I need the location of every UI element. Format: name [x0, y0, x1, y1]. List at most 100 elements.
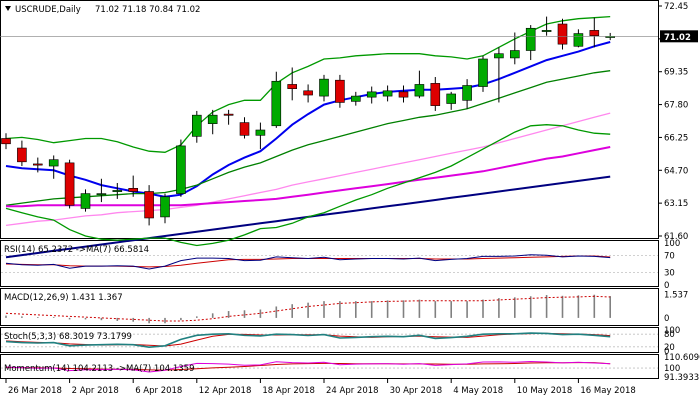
- ma-line-bb_upper: [5, 15, 611, 153]
- bear-candle: [589, 30, 600, 36]
- rsi-tick-label: 70: [664, 252, 675, 262]
- macd-tick-label: 1.537: [664, 290, 688, 300]
- date-tick-label: 4 May 2018: [453, 386, 503, 396]
- momentum-lines: [5, 360, 611, 373]
- price-tick-label: 69.35: [664, 68, 688, 78]
- rsi-line: [5, 254, 611, 270]
- bull-candle: [350, 95, 361, 102]
- bear-candle: [239, 122, 250, 136]
- grid-lines: [1, 5, 662, 369]
- ma-line-ma_magenta: [6, 146, 611, 208]
- bear-candle: [32, 163, 43, 166]
- bear-candle: [287, 84, 298, 89]
- collapse-arrow-icon[interactable]: [5, 6, 11, 11]
- stoch-tick-label: 100: [664, 326, 680, 336]
- current-price-label: 71.02: [664, 33, 691, 43]
- bull-candle: [48, 159, 59, 167]
- ma-line-bb_lower: [5, 124, 611, 247]
- bear-candle: [223, 113, 234, 116]
- bull-candle: [271, 80, 282, 127]
- macd-label: MACD(12,26,9) 1.431 1.367: [4, 293, 123, 303]
- bull-candle: [446, 93, 457, 104]
- bull-candle: [112, 190, 123, 192]
- ma-line-ma_pink: [5, 112, 611, 227]
- bull-candle: [255, 129, 266, 136]
- stoch-tick-label: 80: [664, 330, 675, 340]
- rsi-label: RSI(14) 65.2372 ->MA(7) 66.5814: [4, 245, 149, 255]
- ohlc-label: 71.02 71.18 70.84 71.02: [95, 5, 200, 15]
- price-tick-label: 72.45: [664, 2, 688, 12]
- candles: [1, 16, 616, 226]
- ma-line-ma_mid: [5, 70, 611, 206]
- bear-candle: [303, 90, 313, 96]
- bull-candle: [160, 196, 170, 218]
- rsi-lines: [5, 254, 611, 270]
- bull-candle: [207, 114, 218, 124]
- macd-tick-label: 0: [664, 314, 669, 324]
- bull-candle: [509, 50, 520, 59]
- date-tick-label: 2 Apr 2018: [72, 386, 119, 396]
- bear-candle: [64, 162, 75, 206]
- bear-candle: [144, 191, 154, 219]
- x-axis-labels: 26 Mar 2018 2 Apr 2018 6 Apr 2018 12 Apr 20…: [5, 379, 636, 396]
- bull-candle: [478, 58, 488, 87]
- bull-candle: [414, 84, 425, 97]
- bull-candle: [494, 53, 504, 59]
- bear-candle: [128, 188, 138, 192]
- stoch-panel-frame: [0, 327, 659, 353]
- price-tick-label: 67.80: [664, 101, 688, 111]
- date-tick-label: 10 May 2018: [517, 386, 572, 396]
- date-tick-label: 26 Mar 2018: [8, 386, 62, 396]
- bear-candle: [398, 91, 409, 98]
- symbol-label: USCRUDE,Daily: [15, 5, 81, 15]
- momentum-panel-frame: [0, 354, 659, 379]
- rsi-ma-line: [5, 255, 611, 268]
- momentum-tick-label: 100: [664, 364, 680, 374]
- price-tick-label: 61.60: [664, 232, 688, 242]
- date-tick-label: 16 May 2018: [580, 386, 635, 396]
- bull-candle: [525, 27, 536, 51]
- bull-candle: [382, 90, 393, 97]
- y-axis-labels: 72.4570.9069.3567.8066.2564.7063.1561.60…: [664, 2, 700, 383]
- moving-averages: [5, 15, 611, 259]
- bull-candle: [541, 30, 552, 32]
- bull-candle: [80, 193, 91, 209]
- date-tick-label: 12 Apr 2018: [199, 386, 252, 396]
- date-tick-label: 24 Apr 2018: [326, 386, 379, 396]
- momentum-line: [5, 360, 611, 373]
- bull-candle: [176, 145, 186, 194]
- bear-candle: [557, 23, 568, 45]
- stoch-lines: [5, 332, 611, 349]
- stoch-label: Stoch(5,3,3) 68.3019 73.1799: [4, 332, 132, 342]
- bear-candle: [430, 83, 441, 106]
- bull-candle: [366, 91, 377, 98]
- rsi-tick-label: 30: [664, 268, 675, 278]
- macd-panel-frame: [0, 288, 659, 326]
- price-panel-frame: [0, 0, 659, 239]
- rsi-tick-label: 100: [664, 239, 680, 249]
- current-price-box: [660, 30, 698, 43]
- bear-candle: [17, 147, 27, 163]
- macd-plot: [5, 294, 612, 324]
- bull-candle: [462, 85, 472, 101]
- bear-candle: [1, 138, 11, 145]
- ma-line-ma_fast: [5, 41, 611, 198]
- bull-candle: [319, 78, 329, 97]
- momentum-label: Momentum(14) 104.2113 ->MA(7) 104.1359: [4, 364, 194, 374]
- price-tick-label: 64.70: [664, 166, 688, 176]
- date-tick-label: 30 Apr 2018: [390, 386, 443, 396]
- stoch-tick-label: 20: [664, 343, 675, 353]
- macd-signal-line: [5, 295, 611, 322]
- price-tick-label: 63.15: [664, 199, 688, 209]
- bull-candle: [96, 193, 107, 196]
- bull-candle: [192, 114, 202, 137]
- rsi-tick-label: 0: [664, 281, 669, 291]
- date-tick-label: 6 Apr 2018: [135, 386, 182, 396]
- momentum-tick-label: 91.3933: [664, 373, 699, 383]
- bull-candle: [573, 33, 584, 47]
- bear-candle: [335, 79, 345, 103]
- date-tick-label: 18 Apr 2018: [262, 386, 315, 396]
- rsi-panel-frame: [0, 240, 659, 287]
